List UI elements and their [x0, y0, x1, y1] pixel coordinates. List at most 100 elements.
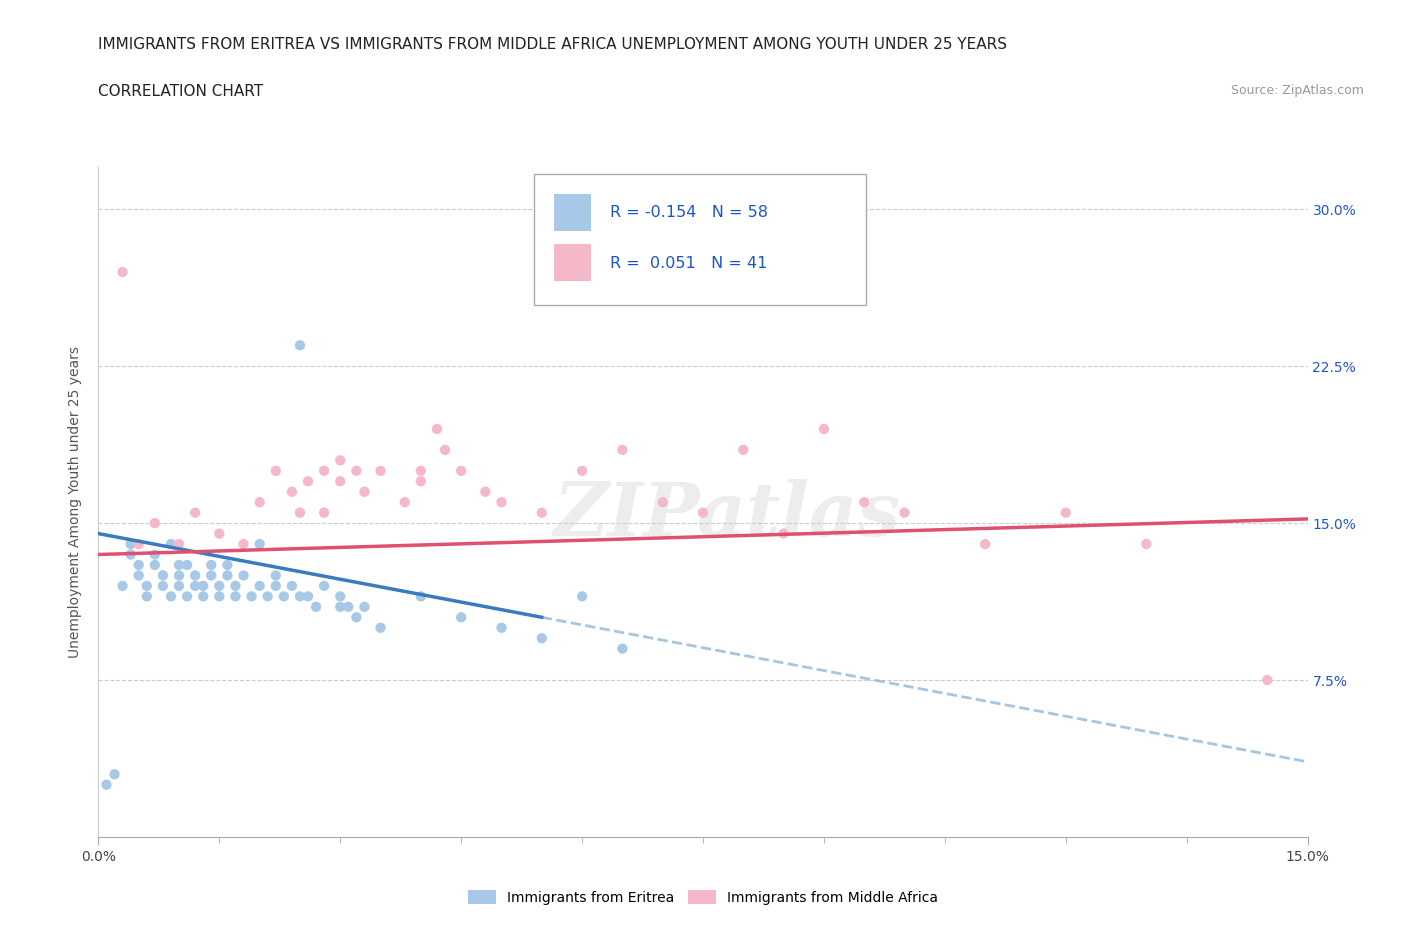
Point — [733, 443, 755, 458]
Point — [450, 610, 472, 625]
Point — [273, 589, 295, 604]
Point — [208, 578, 231, 593]
Point — [200, 558, 222, 573]
Point — [249, 578, 271, 593]
Point — [370, 463, 392, 478]
Point — [353, 600, 375, 615]
Point — [249, 495, 271, 510]
Point — [193, 578, 215, 593]
Point — [612, 443, 634, 458]
Point — [103, 766, 125, 781]
Point — [813, 421, 835, 436]
Point — [167, 568, 190, 583]
Point — [409, 589, 432, 604]
Point — [853, 495, 876, 510]
Point — [96, 777, 118, 792]
Point — [281, 485, 304, 499]
Point — [208, 589, 231, 604]
Point — [314, 463, 336, 478]
Point — [224, 589, 246, 604]
Point — [530, 505, 553, 520]
Point — [344, 463, 367, 478]
Point — [264, 578, 287, 593]
Point — [200, 568, 222, 583]
Point — [491, 620, 513, 635]
Point — [135, 578, 157, 593]
Point — [264, 463, 287, 478]
Point — [143, 558, 166, 573]
Point — [394, 495, 416, 510]
Point — [135, 589, 157, 604]
Point — [314, 578, 336, 593]
Text: R =  0.051   N = 41: R = 0.051 N = 41 — [610, 256, 768, 271]
Point — [450, 463, 472, 478]
Point — [256, 589, 278, 604]
Point — [217, 568, 239, 583]
FancyBboxPatch shape — [554, 245, 591, 281]
Text: IMMIGRANTS FROM ERITREA VS IMMIGRANTS FROM MIDDLE AFRICA UNEMPLOYMENT AMONG YOUT: IMMIGRANTS FROM ERITREA VS IMMIGRANTS FR… — [98, 37, 1008, 52]
Point — [370, 620, 392, 635]
Point — [111, 578, 134, 593]
Point — [184, 568, 207, 583]
Point — [571, 589, 593, 604]
Point — [571, 463, 593, 478]
Point — [232, 537, 254, 551]
Point — [143, 516, 166, 531]
Point — [297, 589, 319, 604]
Point — [143, 547, 166, 562]
Point — [772, 526, 794, 541]
Point — [208, 526, 231, 541]
Point — [120, 537, 142, 551]
Point — [193, 589, 215, 604]
FancyBboxPatch shape — [554, 194, 591, 231]
Point — [128, 537, 150, 551]
Text: CORRELATION CHART: CORRELATION CHART — [98, 84, 263, 99]
Point — [232, 568, 254, 583]
Point — [1135, 537, 1157, 551]
Point — [167, 578, 190, 593]
Point — [152, 568, 174, 583]
Text: R = -0.154   N = 58: R = -0.154 N = 58 — [610, 206, 768, 220]
Point — [409, 463, 432, 478]
Point — [217, 558, 239, 573]
Point — [160, 589, 183, 604]
Point — [128, 558, 150, 573]
Point — [128, 568, 150, 583]
Point — [329, 589, 352, 604]
Text: Source: ZipAtlas.com: Source: ZipAtlas.com — [1230, 84, 1364, 97]
FancyBboxPatch shape — [534, 174, 866, 305]
Point — [184, 505, 207, 520]
Point — [530, 631, 553, 645]
Point — [893, 505, 915, 520]
Point — [167, 558, 190, 573]
Point — [152, 578, 174, 593]
Point — [974, 537, 997, 551]
Point — [305, 600, 328, 615]
Point — [288, 505, 311, 520]
Point — [111, 265, 134, 280]
Point — [240, 589, 263, 604]
Point — [264, 568, 287, 583]
Point — [409, 474, 432, 489]
Point — [314, 505, 336, 520]
Point — [288, 589, 311, 604]
Point — [1054, 505, 1077, 520]
Point — [288, 338, 311, 352]
Point — [692, 505, 714, 520]
Point — [329, 600, 352, 615]
Text: ZIPatlas: ZIPatlas — [554, 479, 901, 551]
Legend: Immigrants from Eritrea, Immigrants from Middle Africa: Immigrants from Eritrea, Immigrants from… — [463, 884, 943, 910]
Point — [120, 547, 142, 562]
Point — [329, 453, 352, 468]
Point — [612, 642, 634, 657]
Point — [329, 474, 352, 489]
Point — [281, 578, 304, 593]
Point — [474, 485, 496, 499]
Point — [167, 537, 190, 551]
Y-axis label: Unemployment Among Youth under 25 years: Unemployment Among Youth under 25 years — [69, 346, 83, 658]
Point — [249, 537, 271, 551]
Point — [176, 589, 198, 604]
Point — [353, 485, 375, 499]
Point — [426, 421, 449, 436]
Point — [176, 558, 198, 573]
